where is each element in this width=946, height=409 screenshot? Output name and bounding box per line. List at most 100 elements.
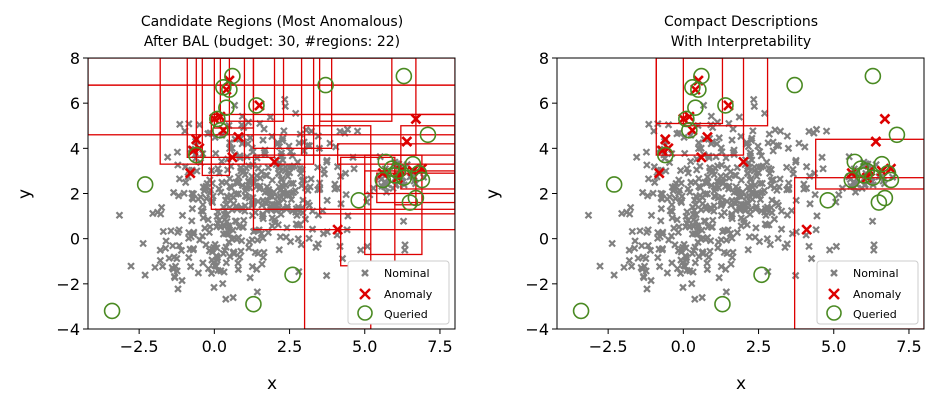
x-tick-label: 2.5 [746, 337, 771, 356]
nominal-point [286, 237, 295, 246]
region-box [318, 58, 393, 122]
nominal-point [287, 179, 295, 188]
nominal-point [639, 272, 648, 281]
anomaly-point [701, 131, 713, 143]
nominal-point [722, 154, 730, 162]
nominal-point [214, 164, 222, 173]
nominal-point [642, 148, 651, 156]
nominal-point [259, 136, 267, 144]
nominal-point [664, 121, 673, 129]
nominal-point [211, 149, 220, 158]
nominal-point [643, 161, 651, 169]
y-axis-ticks: −4 −2 0 2 4 6 8 [525, 49, 557, 339]
nominal-point [657, 217, 665, 225]
nominal-point [832, 242, 841, 251]
nominal-point [168, 241, 177, 250]
nominal-point [838, 184, 847, 192]
nominal-point [692, 166, 701, 174]
nominal-point [246, 134, 254, 142]
y-tick-label: 0 [539, 230, 549, 249]
nominal-point [176, 120, 184, 129]
nominal-point [253, 288, 262, 296]
nominal-point [297, 181, 306, 190]
x-axis-label: x [736, 374, 746, 394]
nominal-point [673, 129, 681, 138]
queried-point [136, 176, 154, 193]
queried-points [572, 67, 906, 320]
queried-point [317, 76, 334, 94]
nominal-point [707, 139, 715, 148]
nominal-point [212, 262, 220, 271]
nominal-point [681, 262, 689, 271]
region-box [201, 58, 231, 177]
nominal-point [274, 220, 282, 229]
nominal-point [596, 262, 604, 270]
nominal-point [763, 235, 772, 243]
candidate-region-boxes [88, 58, 455, 329]
nominal-point [263, 183, 271, 191]
nominal-point [276, 233, 285, 241]
y-tick-label: 4 [539, 139, 549, 158]
nominal-point [275, 245, 283, 254]
anomaly-points [184, 75, 428, 236]
nominal-point [676, 166, 685, 175]
nominal-point [825, 246, 834, 254]
nominal-point [673, 264, 682, 273]
nominal-point [234, 259, 242, 267]
nominal-point [791, 158, 800, 166]
nominal-point [278, 174, 286, 183]
queried-point [212, 121, 229, 139]
nominal-point [237, 204, 246, 212]
queried-point [786, 76, 803, 94]
nominal-point [684, 185, 692, 193]
panel-candidate-regions: Candidate Regions (Most Anomalous) After… [15, 14, 456, 394]
nominal-point [297, 240, 306, 249]
anomaly-point [184, 167, 196, 179]
queried-point [605, 176, 623, 193]
nominal-point [784, 179, 793, 187]
queried-point [681, 121, 698, 139]
nominal-point [173, 148, 182, 156]
nominal-point [727, 201, 735, 209]
nominal-points [584, 95, 897, 303]
nominal-point [218, 279, 227, 288]
queried-point [858, 162, 876, 180]
nominal-point [246, 273, 254, 282]
nominal-point [301, 215, 310, 223]
nominal-point [720, 208, 729, 217]
nominal-point [701, 190, 709, 198]
nominal-point [314, 240, 323, 248]
y-tick-label: 8 [70, 49, 80, 68]
nominal-point [229, 248, 238, 256]
legend-label-queried: Queried [853, 308, 897, 321]
nominal-point [749, 127, 757, 135]
nominal-point [703, 265, 712, 274]
nominal-point [188, 204, 197, 213]
nominal-point [755, 237, 764, 246]
nominal-point [248, 236, 256, 244]
nominal-point [202, 194, 211, 203]
nominal-point [673, 215, 681, 224]
nominal-point [802, 162, 811, 171]
queried-point [714, 295, 731, 313]
queried-point [864, 67, 882, 85]
nominal-point [851, 188, 860, 196]
nominal-point [296, 220, 304, 229]
nominal-point [240, 216, 248, 225]
nominal-point [244, 118, 253, 126]
nominal-point [764, 139, 772, 147]
queried-point [350, 191, 368, 209]
nominal-point [630, 244, 639, 253]
nominal-point [288, 152, 297, 160]
nominal-point [789, 165, 797, 174]
anomaly-point [801, 224, 813, 236]
nominal-point [703, 259, 711, 267]
nominal-point [637, 241, 646, 250]
nominal-point [658, 195, 666, 203]
queried-point [855, 167, 873, 184]
nominal-point [650, 178, 659, 187]
nominal-point [294, 235, 303, 243]
nominal-point [204, 129, 212, 138]
nominal-point [774, 142, 783, 150]
x-tick-label: 7.5 [427, 337, 452, 356]
